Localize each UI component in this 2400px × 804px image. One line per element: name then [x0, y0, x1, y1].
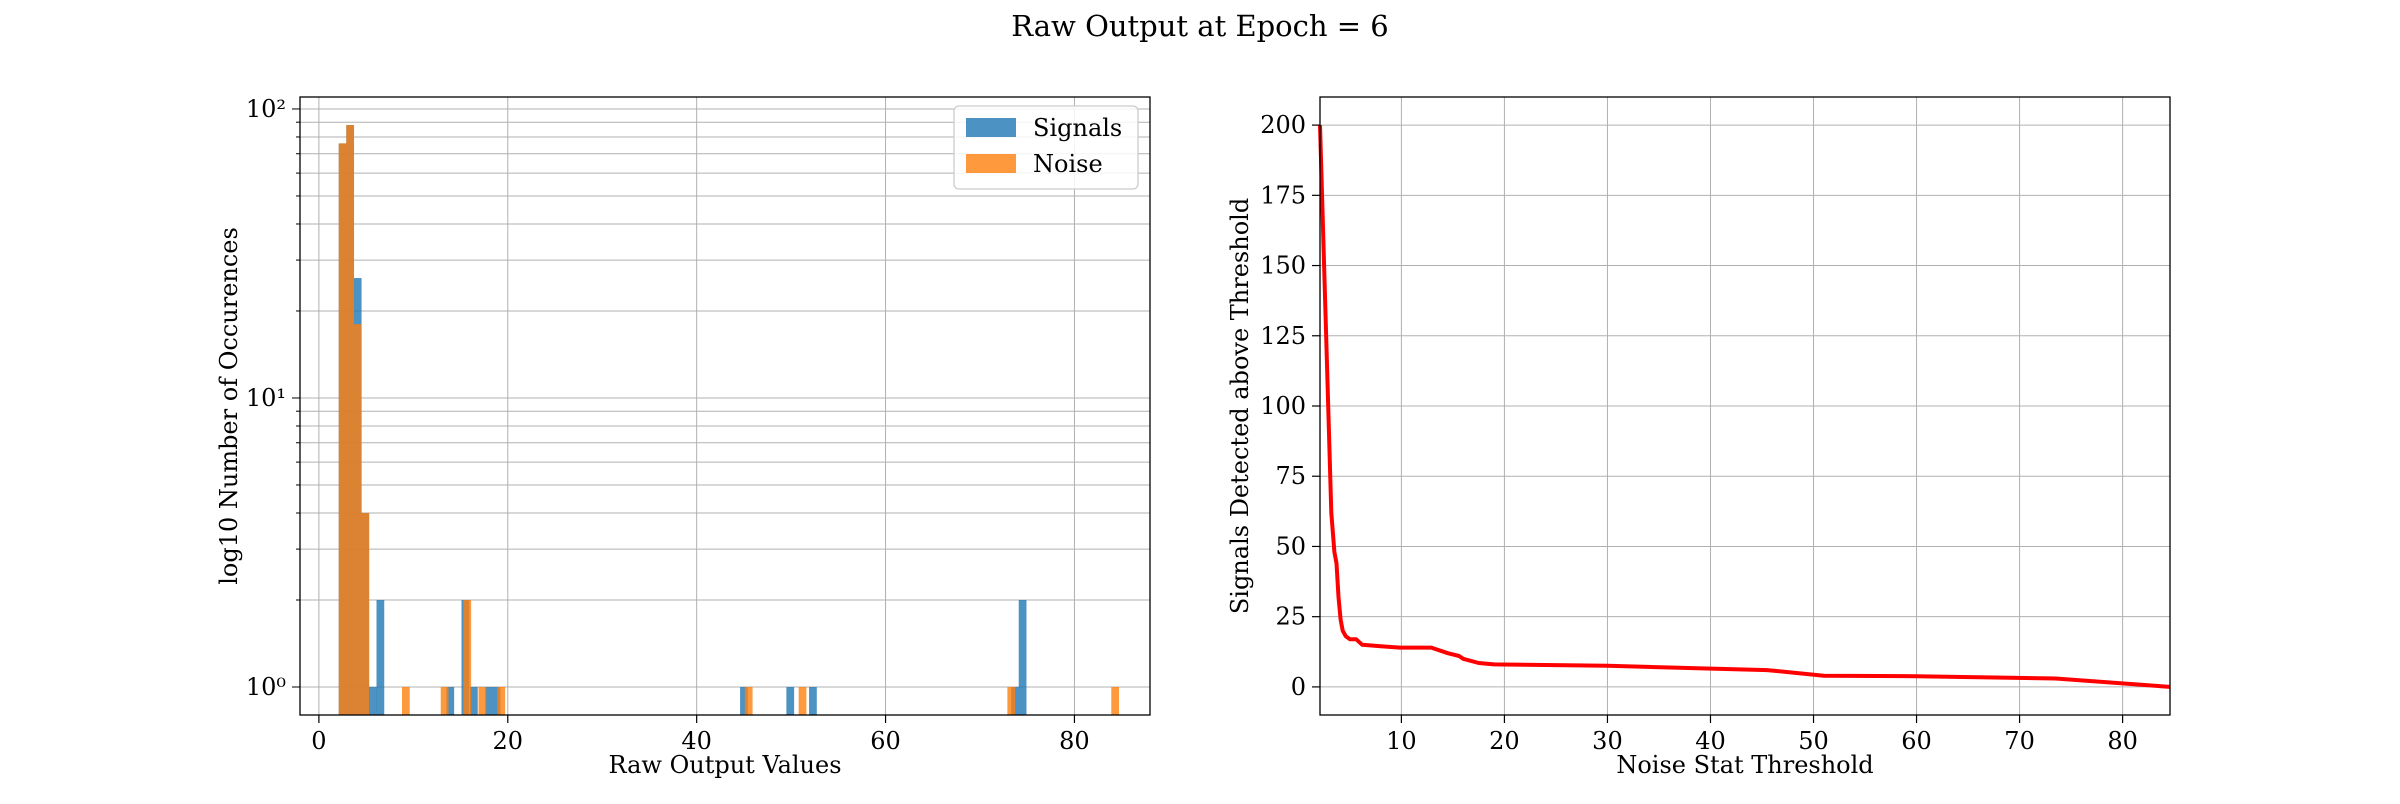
x-tick-label: 40 — [681, 727, 712, 755]
x-tick-label: 30 — [1592, 727, 1623, 755]
histogram-bar-noise — [744, 686, 753, 715]
histogram-bar-signals — [368, 686, 377, 715]
histogram-bar-signals — [446, 686, 455, 715]
y-tick-label: 125 — [1260, 322, 1306, 350]
histogram-bar-noise — [361, 512, 370, 715]
threshold-x-ticks: 10 20 30 40 50 60 70 80 — [1386, 715, 2138, 755]
legend-label-signals: Signals — [1033, 114, 1122, 142]
y-tick-label: 150 — [1260, 252, 1306, 280]
y-tick-label: 100 — [1260, 392, 1306, 420]
histogram-bar-noise — [463, 599, 472, 715]
histogram-bar-signals — [492, 686, 501, 715]
histogram-x-axis-label: Raw Output Values — [608, 751, 841, 779]
x-tick-label: 60 — [870, 727, 901, 755]
x-tick-label: 20 — [1489, 727, 1520, 755]
x-tick-label: 40 — [1695, 727, 1726, 755]
histogram-bar-signals — [1018, 599, 1027, 715]
histogram-legend: Signals Noise — [953, 105, 1139, 190]
x-tick-label: 0 — [311, 727, 326, 755]
histogram-bars — [338, 125, 1120, 716]
y-tick-label: 25 — [1275, 603, 1306, 631]
x-tick-label: 70 — [2004, 727, 2035, 755]
histogram-bar-noise — [353, 324, 362, 715]
histogram-plot-frame — [299, 96, 1151, 716]
y-tick-label: 175 — [1260, 181, 1306, 209]
threshold-gridlines — [1320, 97, 2170, 715]
x-tick-label: 80 — [2107, 727, 2138, 755]
y-tick-label: 0 — [1291, 673, 1306, 701]
histogram-bar-noise — [402, 686, 410, 715]
legend-label-noise: Noise — [1033, 150, 1103, 178]
threshold-x-axis-label: Noise Stat Threshold — [1616, 751, 1873, 779]
figure-title: Raw Output at Epoch = 6 — [1011, 9, 1389, 43]
histogram-bar-noise — [338, 143, 347, 715]
histogram-bar-noise — [497, 686, 506, 715]
threshold-y-axis-label: Signals Detected above Threshold — [1226, 198, 1254, 614]
y-tick-label: 200 — [1260, 111, 1306, 139]
y-tick-label: 75 — [1275, 462, 1306, 490]
threshold-line-chart: 10 20 30 40 50 60 70 80 0255075100125150175200 … — [1226, 96, 2171, 779]
threshold-series — [1318, 125, 2171, 689]
y-tick-label: 10⁰ — [246, 673, 286, 701]
threshold-y-ticks: 0 25 50 75 100 125 150 175 200 — [1260, 111, 1320, 701]
histogram-bar-signals — [485, 686, 493, 715]
legend-swatch-noise — [966, 154, 1016, 173]
histogram-bar-noise — [440, 686, 449, 715]
histogram-bar-noise — [798, 686, 807, 715]
histogram-bar-signals — [809, 686, 817, 715]
legend-swatch-signals — [966, 118, 1016, 137]
histogram-bar-noise — [478, 686, 487, 715]
x-tick-label: 80 — [1059, 727, 1090, 755]
histogram-bar-signals — [376, 599, 385, 715]
histogram-bar-noise — [1111, 686, 1120, 715]
y-tick-label: 50 — [1275, 532, 1306, 560]
x-tick-label: 50 — [1798, 727, 1829, 755]
histogram-bar-signals — [470, 686, 478, 715]
histogram-bar-signals — [740, 686, 748, 715]
x-tick-label: 60 — [1901, 727, 1932, 755]
y-tick-label: 10¹ — [246, 384, 286, 412]
x-tick-label: 20 — [493, 727, 524, 755]
y-tick-label: 10² — [246, 95, 286, 123]
x-tick-label: 10 — [1386, 727, 1417, 755]
histogram-y-ticks: 10⁰ 10¹ 10² — [246, 95, 300, 701]
histogram-y-axis-label: log10 Number of Occurences — [215, 227, 243, 585]
threshold-line — [1318, 125, 2171, 689]
histogram-bar-noise — [346, 125, 355, 716]
histogram-x-ticks: 0 20 40 60 80 — [311, 715, 1090, 755]
histogram-bar-signals — [786, 686, 795, 715]
histogram-chart: 0 20 40 60 80 10⁰ 10¹ 10² Raw Output Values lo… — [215, 95, 1151, 779]
histogram-bar-noise — [1007, 686, 1016, 715]
